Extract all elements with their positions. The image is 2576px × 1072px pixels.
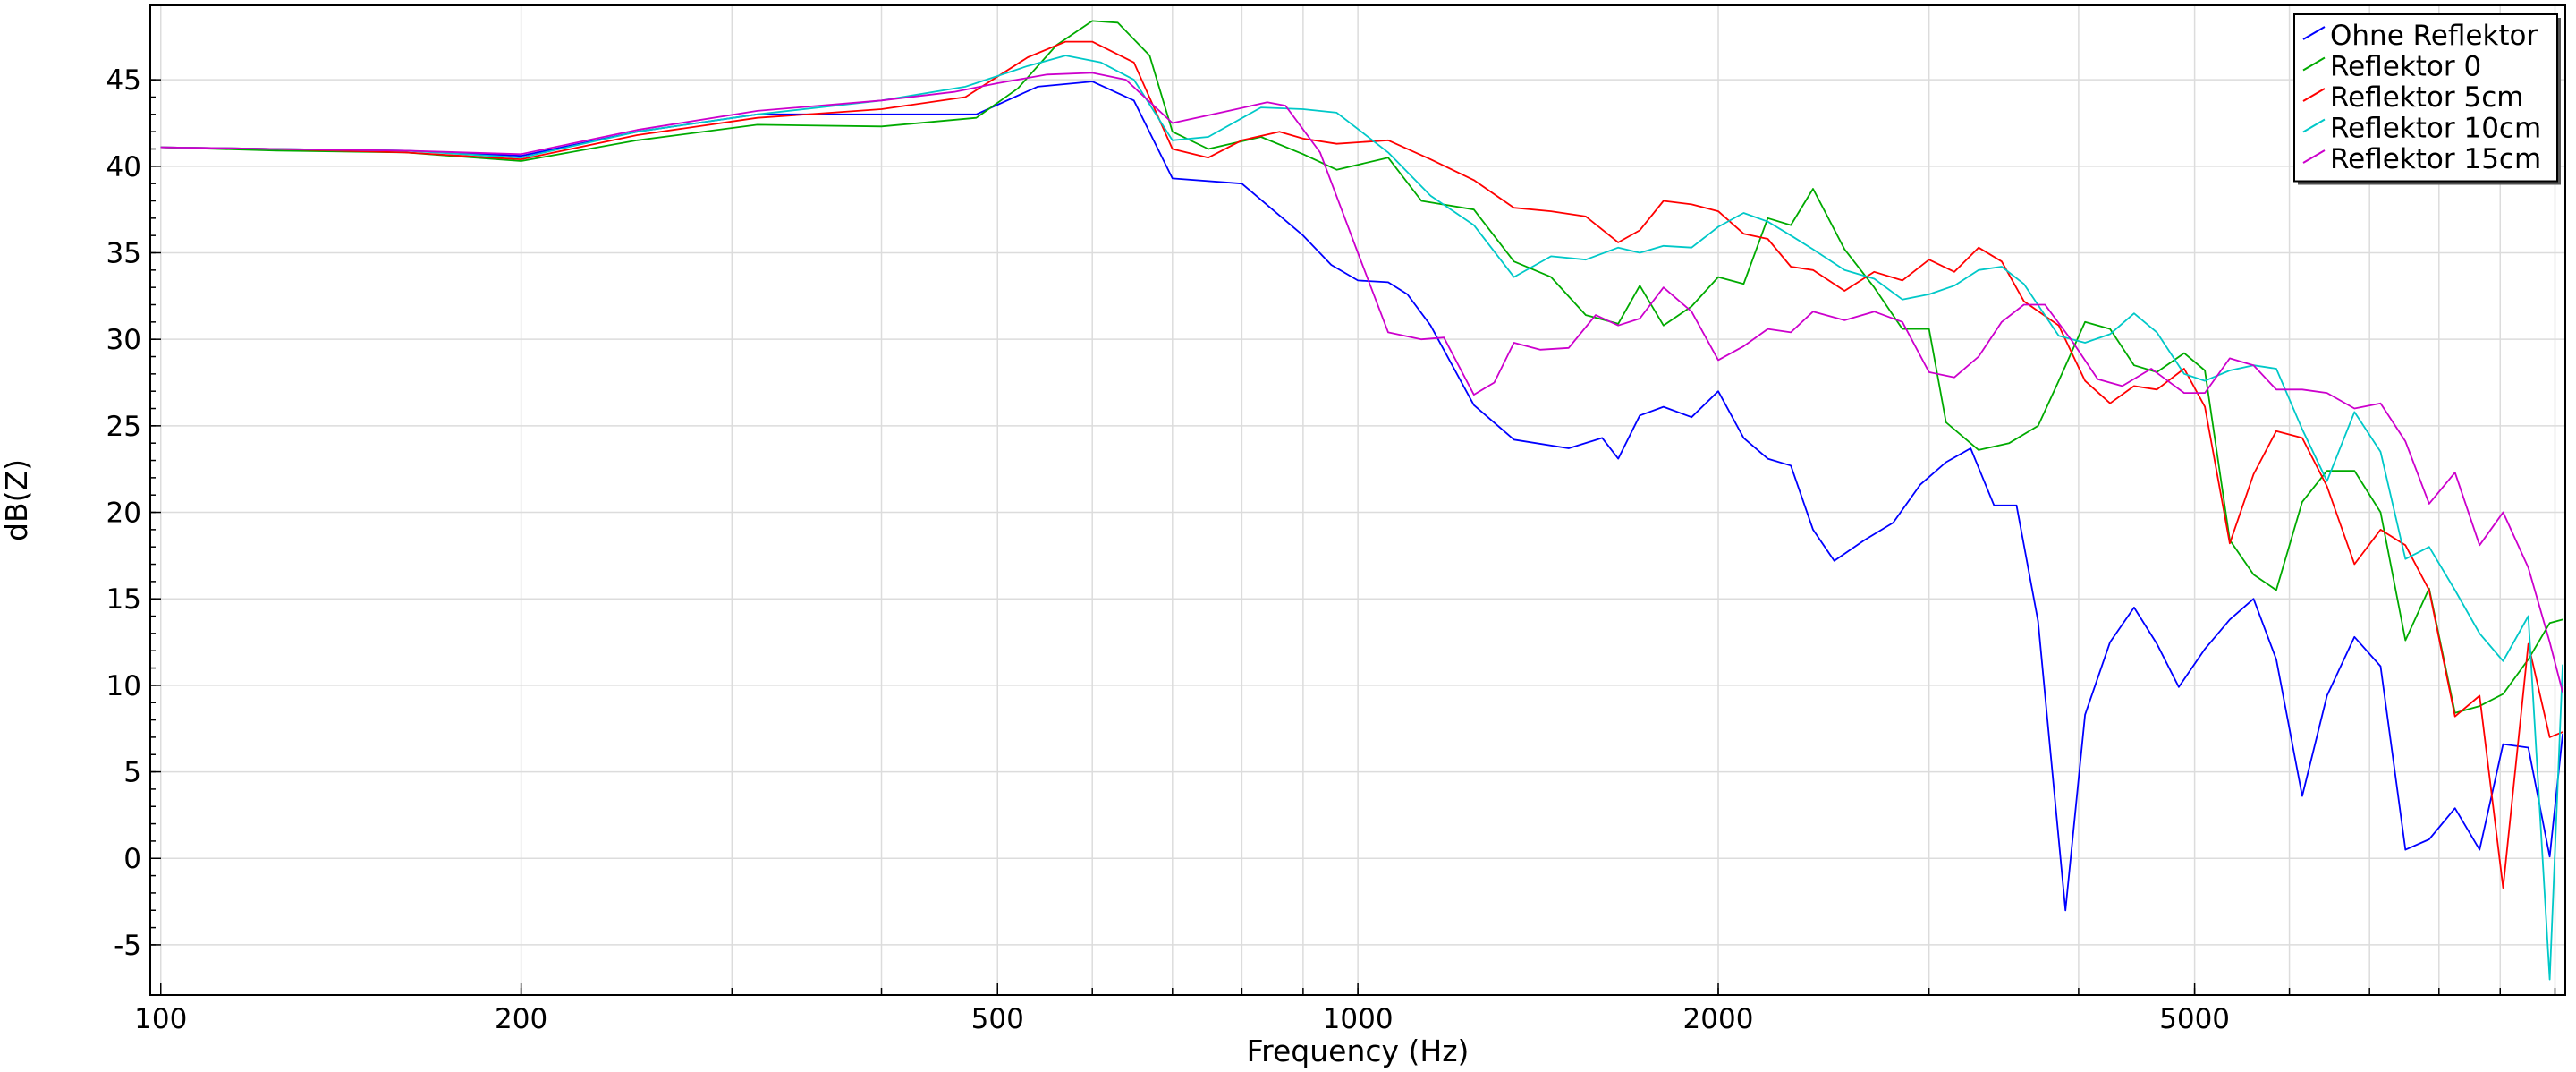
y-tick-label: 20 xyxy=(106,498,141,530)
y-axis-label: dB(Z) xyxy=(0,459,34,541)
legend-swatch xyxy=(2302,149,2326,164)
axis-ticks: 45 40 35 30 25 20 15 10 5 0 -5 100 200 500 1000 2000 500… xyxy=(106,64,2556,1035)
series-line-3 xyxy=(160,40,2563,889)
x-tick-label: 500 xyxy=(971,1003,1024,1035)
x-tick-label: 2000 xyxy=(1683,1003,1754,1035)
series-line-5 xyxy=(160,72,2563,693)
y-tick-label: 30 xyxy=(106,324,141,356)
x-tick-label: 5000 xyxy=(2159,1003,2230,1035)
series-group xyxy=(160,20,2563,981)
y-tick-label: -5 xyxy=(114,930,141,962)
y-tick-label: 15 xyxy=(106,583,141,616)
x-tick-label: 1000 xyxy=(1323,1003,1394,1035)
y-tick-label: 40 xyxy=(106,151,141,183)
y-tick-label: 45 xyxy=(106,64,141,97)
legend-swatch xyxy=(2302,26,2326,40)
y-tick-label: 10 xyxy=(106,670,141,702)
legend-swatch xyxy=(2302,88,2326,102)
legend-swatch xyxy=(2302,56,2326,72)
x-tick-label: 100 xyxy=(134,1003,187,1035)
legend-label: Reflektor 10cm xyxy=(2330,113,2541,145)
series-line-4 xyxy=(160,55,2563,981)
legend-label: Reflektor 0 xyxy=(2330,51,2481,83)
legend-label: Reflektor 15cm xyxy=(2330,143,2541,175)
x-axis-label: Frequency (Hz) xyxy=(1247,1034,1470,1068)
legend-label: Ohne Reflektor xyxy=(2330,20,2538,52)
series-line-2 xyxy=(160,20,2563,714)
legend-label: Reflektor 5cm xyxy=(2330,81,2523,114)
y-tick-label: 0 xyxy=(123,843,141,875)
series-line-1 xyxy=(160,81,2563,912)
y-tick-label: 5 xyxy=(123,757,141,789)
grid xyxy=(150,5,2565,995)
legend-swatch xyxy=(2302,118,2326,133)
y-tick-label: 25 xyxy=(106,411,141,443)
legend-box xyxy=(2293,13,2558,183)
x-tick-label: 200 xyxy=(495,1003,547,1035)
y-tick-label: 35 xyxy=(106,238,141,270)
